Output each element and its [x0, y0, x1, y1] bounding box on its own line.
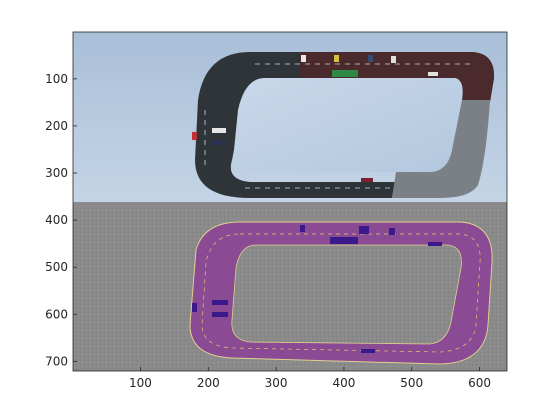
camera-view-panel — [73, 32, 507, 202]
y-axis-ticks: 100 200 300 400 500 600 700 — [45, 72, 77, 368]
axes-frame — [72, 31, 508, 372]
x-axis-ticks: 100 200 300 400 500 600 — [129, 367, 491, 390]
segmentation-inner-field — [231, 244, 462, 345]
x-tick-label: 100 — [129, 376, 152, 390]
y-tick-label: 500 — [45, 260, 68, 274]
x-tick-label: 200 — [197, 376, 220, 390]
y-tick-label: 700 — [45, 354, 68, 368]
track-concrete-section — [392, 100, 490, 198]
y-tick-label: 100 — [45, 72, 68, 86]
segmentation-vehicles — [192, 225, 442, 353]
lane-marking — [204, 63, 470, 189]
parked-cars — [192, 55, 438, 182]
y-tick-label: 300 — [45, 166, 68, 180]
x-tick-label: 600 — [468, 376, 491, 390]
segmentation-lane-marking — [201, 233, 481, 353]
inner-field — [233, 78, 463, 172]
x-tick-label: 400 — [332, 376, 355, 390]
y-tick-label: 600 — [45, 307, 68, 321]
x-tick-label: 300 — [265, 376, 288, 390]
segmentation-view-panel — [73, 202, 507, 371]
x-tick-label: 500 — [400, 376, 423, 390]
y-tick-label: 400 — [45, 213, 68, 227]
track-left-section — [195, 52, 395, 198]
y-tick-label: 200 — [45, 119, 68, 133]
